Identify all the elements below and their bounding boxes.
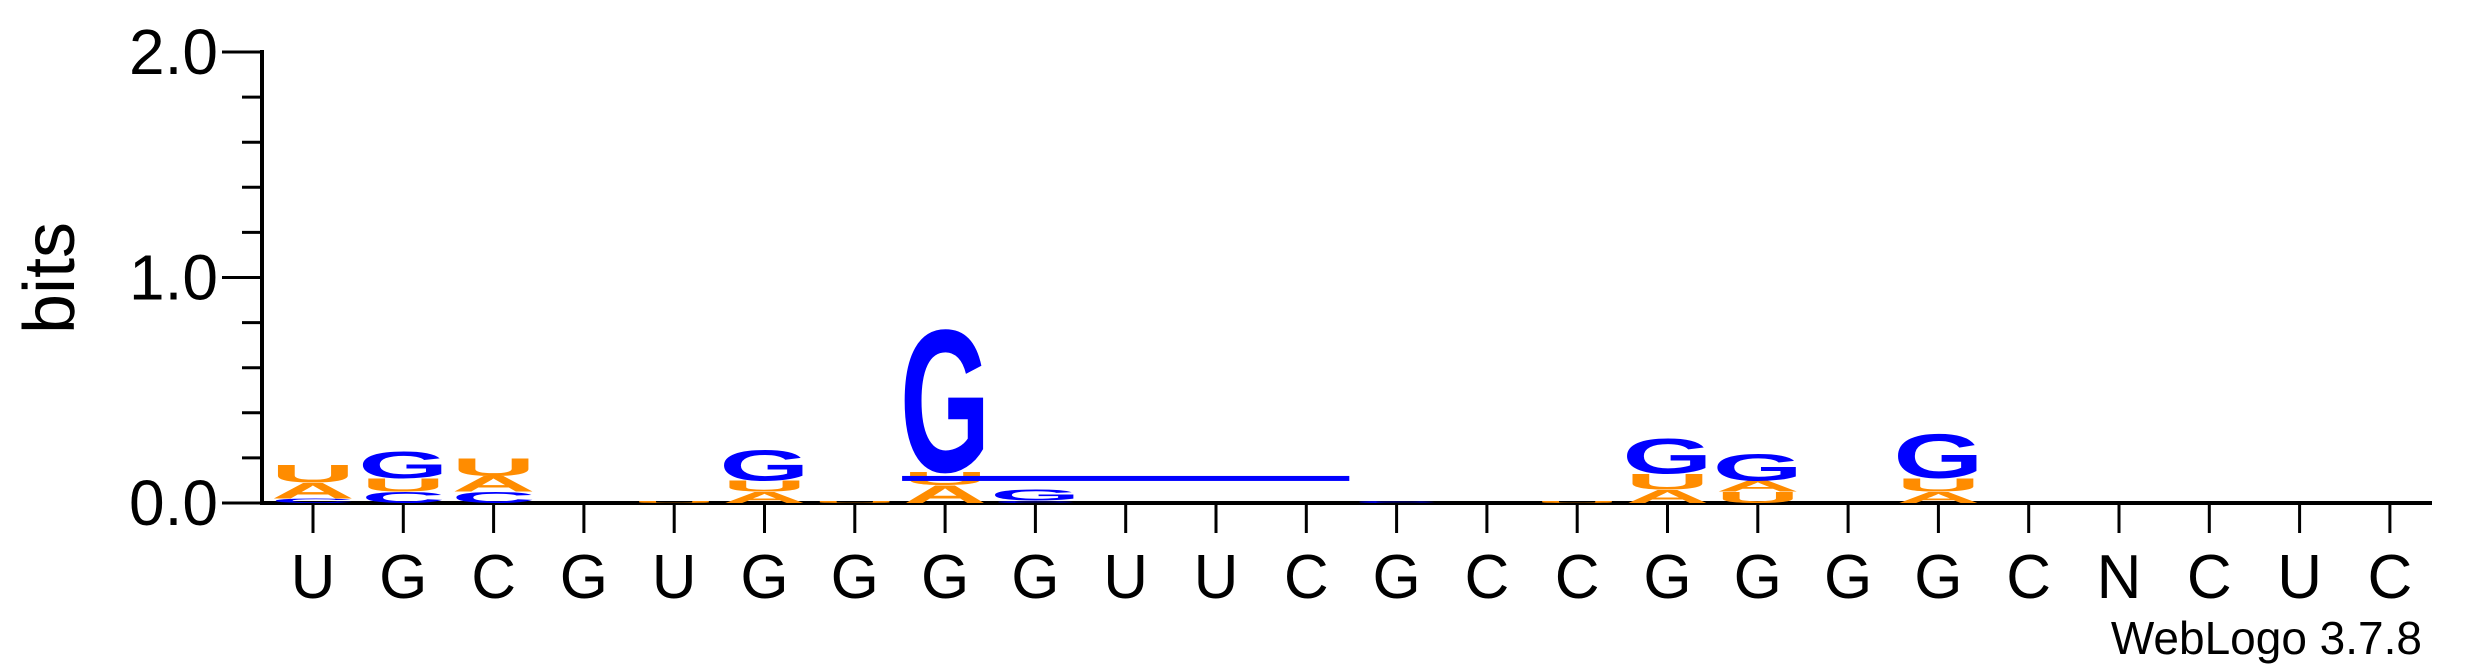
- x-tick-label: C: [2368, 543, 2413, 612]
- x-tick-label: G: [1734, 543, 1782, 612]
- logo-letter-a: A: [271, 479, 355, 504]
- logo-letter-u: U: [723, 478, 807, 496]
- y-tick-label: 1.0: [129, 242, 218, 314]
- y-tick-label: 0.0: [129, 467, 218, 539]
- logo-letter-g: G: [1622, 428, 1712, 484]
- logo-letter-g: G: [990, 487, 1080, 505]
- logo-letter-g: G: [358, 445, 448, 487]
- logo-letter-u: U: [271, 460, 355, 488]
- x-tick-label: G: [1914, 543, 1962, 612]
- x-tick-label: U: [291, 543, 336, 612]
- x-tick-label: G: [831, 543, 879, 612]
- x-tick-label: U: [2277, 543, 2322, 612]
- x-tick-label: G: [1011, 543, 1059, 612]
- x-tick-label: G: [1824, 543, 1872, 612]
- logo-letter-g: G: [1893, 421, 1983, 491]
- x-tick-label: C: [1555, 543, 1600, 612]
- x-tick-label: G: [560, 543, 608, 612]
- logo-letter-u: U: [1535, 500, 1619, 503]
- x-tick-label: G: [740, 543, 788, 612]
- weblogo-credit: WebLogo 3.7.8: [2111, 612, 2422, 664]
- logo-letter-u: U: [1896, 475, 1980, 496]
- conservation-bar: [902, 475, 1350, 481]
- x-tick-label: U: [652, 543, 697, 612]
- y-tick-label: 2.0: [129, 16, 218, 88]
- logo-letter-c: C: [361, 489, 445, 507]
- logo-letter-a: A: [723, 489, 807, 507]
- x-tick-label: C: [2187, 543, 2232, 612]
- logo-letter-g: G: [900, 288, 990, 515]
- logo-letter-c: C: [993, 500, 1077, 503]
- x-tick-label: C: [1465, 543, 1510, 612]
- x-tick-label: N: [2097, 543, 2142, 612]
- logo-letter-u: U: [1626, 470, 1710, 495]
- y-axis: 0.0 1.0 2.0: [129, 16, 264, 539]
- logo-letter-g: G: [1713, 447, 1803, 489]
- x-tick-label: U: [1194, 543, 1239, 612]
- logo-letter-u: U: [813, 500, 897, 503]
- logo-letter-u: U: [632, 500, 716, 503]
- x-tick-label: G: [921, 543, 969, 612]
- logo-letter-a: A: [1626, 486, 1710, 507]
- logo-letter-a: A: [903, 480, 987, 508]
- x-tick-label: C: [1284, 543, 1329, 612]
- logo-letter-a: A: [1896, 489, 1980, 507]
- x-tick-label: G: [1643, 543, 1691, 612]
- overlay-bar: [902, 475, 1350, 481]
- x-tick-label: G: [1372, 543, 1420, 612]
- logo-letter-c: C: [1355, 500, 1439, 503]
- x-tick-label: U: [1103, 543, 1148, 612]
- logo-letter-u: U: [1716, 489, 1800, 507]
- y-axis-label: bits: [10, 222, 90, 334]
- logo-letter-c: C: [271, 497, 355, 504]
- logo-letter-g: G: [719, 441, 809, 490]
- x-tick-label: C: [2006, 543, 2051, 612]
- x-tick-label: C: [471, 543, 516, 612]
- logo-letter-a: A: [452, 472, 536, 497]
- logo-letter-u: U: [452, 453, 536, 481]
- logo-letter-c: C: [452, 489, 536, 507]
- logo-letter-u: U: [361, 475, 445, 496]
- x-tick-label: G: [379, 543, 427, 612]
- logo-letter-a: A: [1716, 478, 1800, 496]
